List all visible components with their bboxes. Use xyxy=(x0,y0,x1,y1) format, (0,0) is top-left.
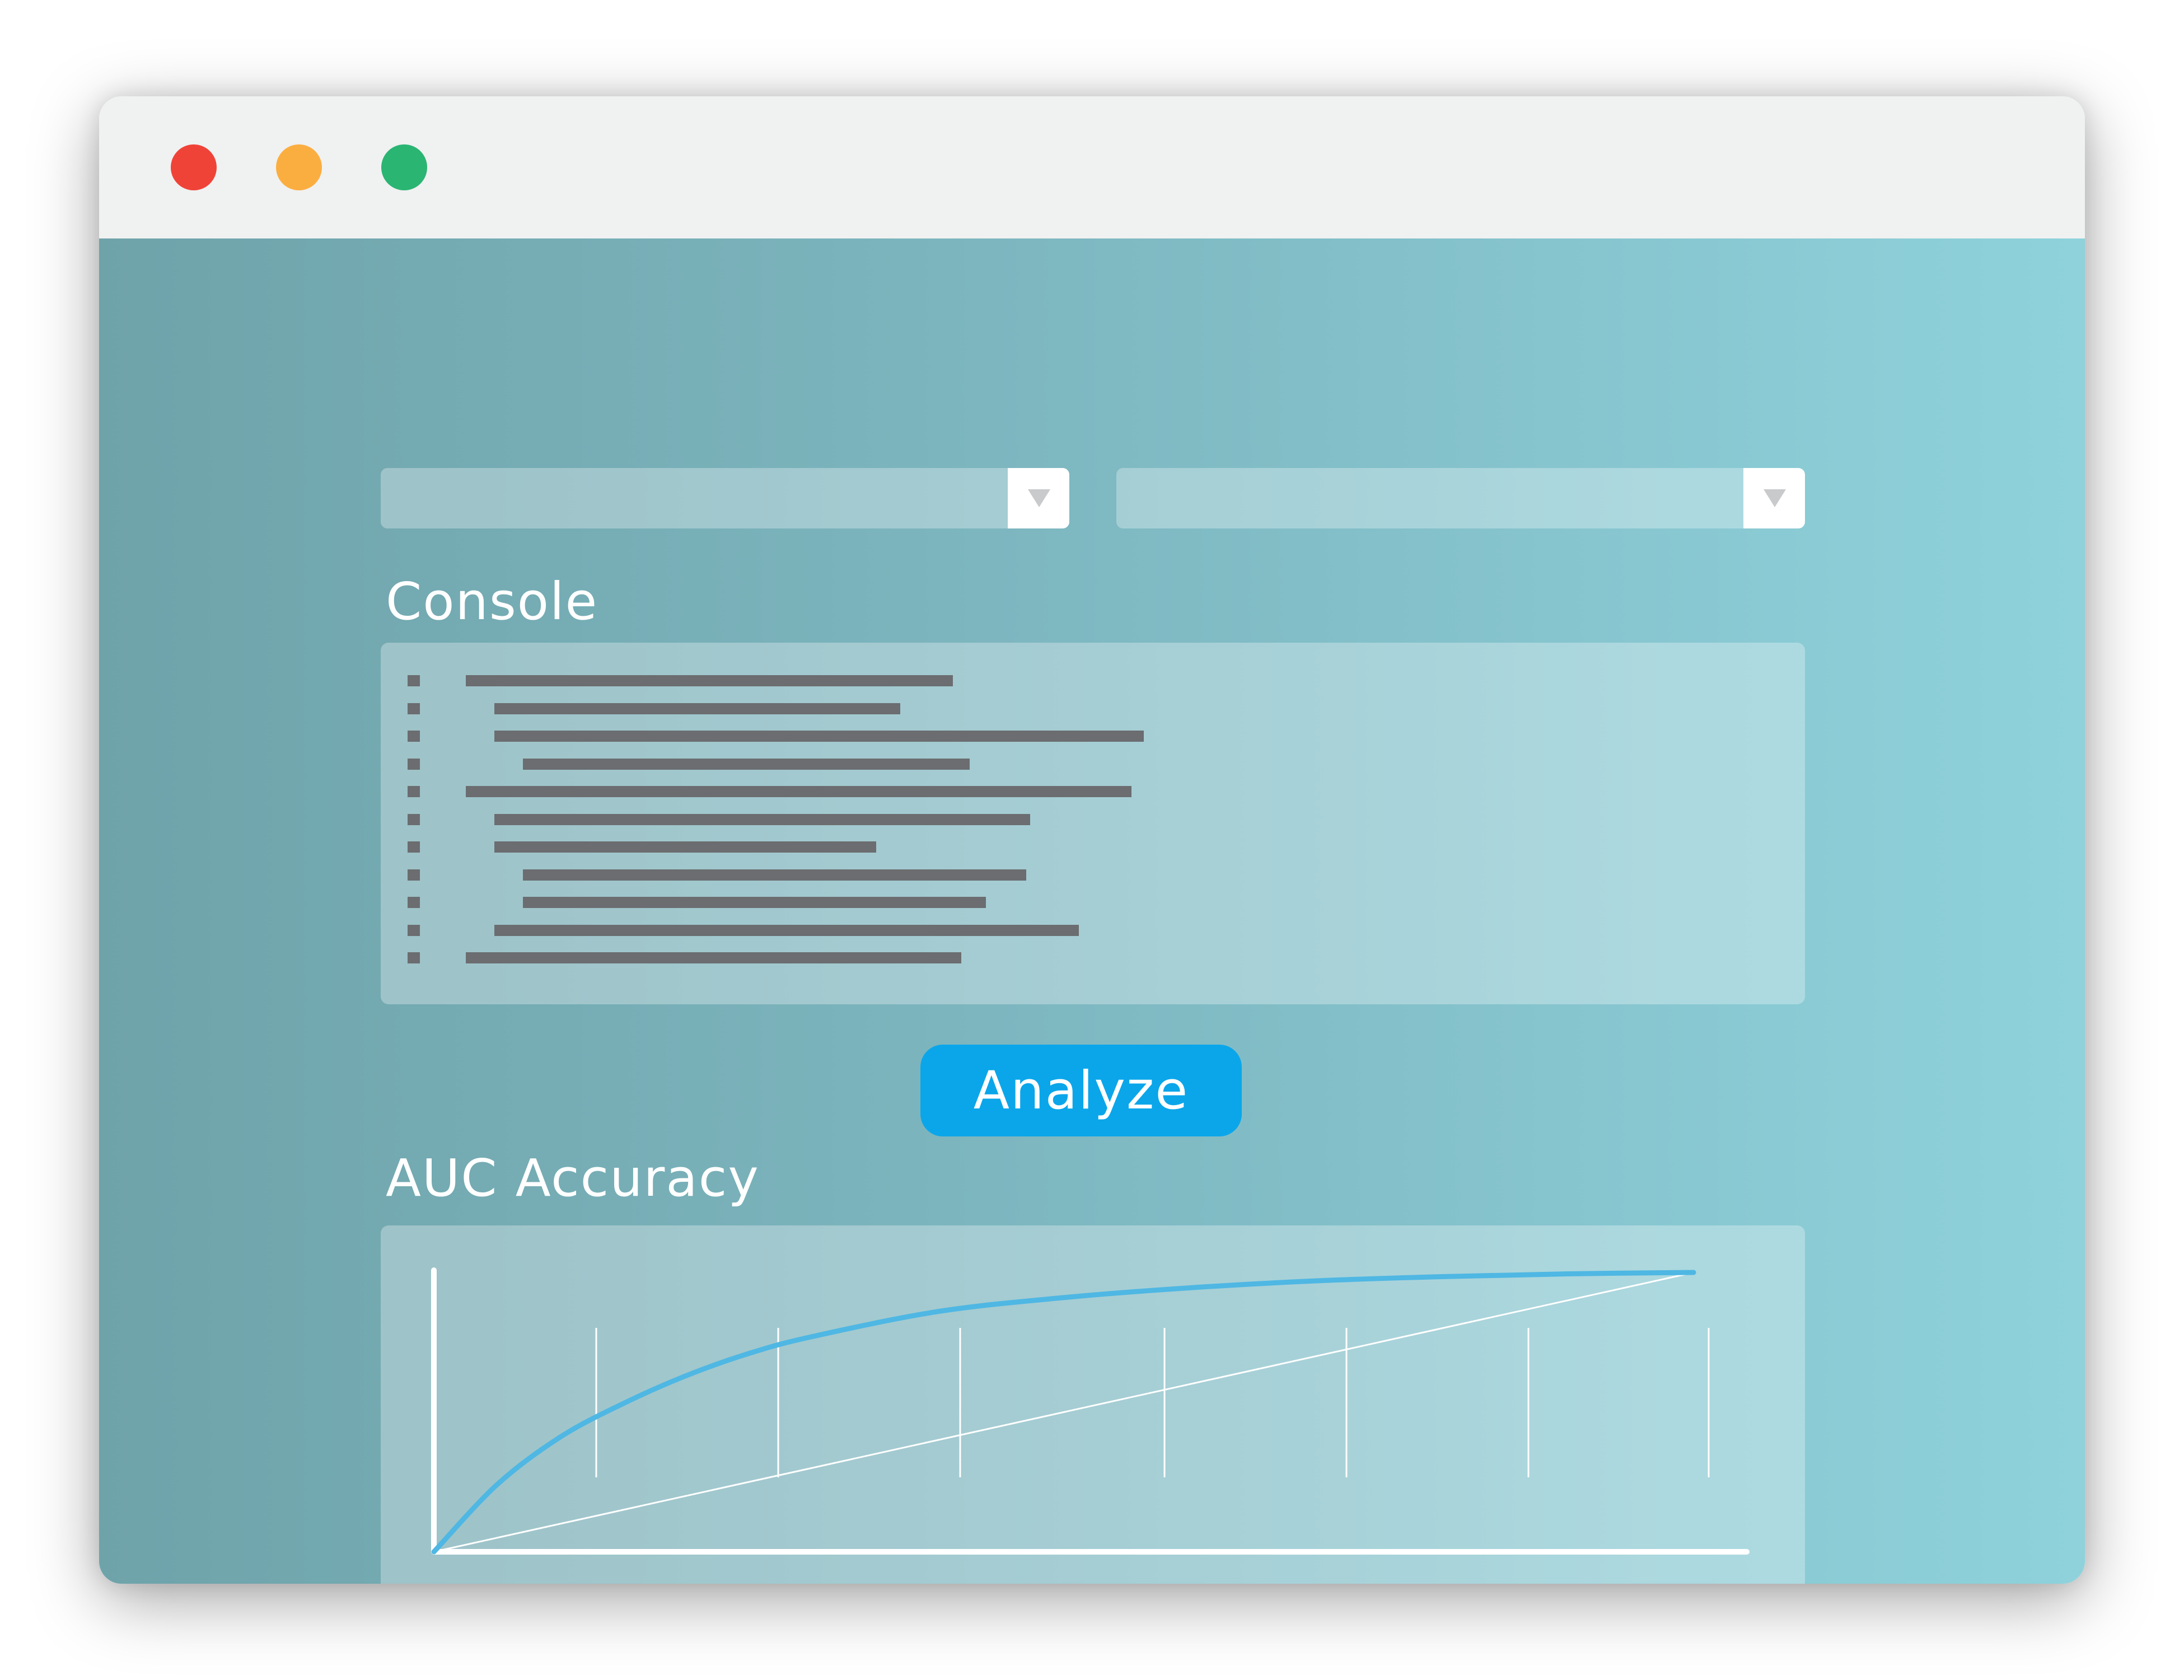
app-content: Console Analyze AUC Accuracy xyxy=(99,238,2085,1584)
console-line xyxy=(494,841,876,853)
dropdown-toggle-2[interactable] xyxy=(1743,468,1805,528)
console-line-marker xyxy=(408,841,420,853)
console-line-marker xyxy=(408,786,420,797)
console-line xyxy=(466,786,1131,797)
console-line xyxy=(466,675,953,686)
console-line-marker xyxy=(408,897,420,908)
console-line xyxy=(523,869,1026,881)
console-line xyxy=(494,924,1079,936)
title-bar xyxy=(99,96,2085,238)
close-window-button[interactable] xyxy=(171,144,217,190)
roc-curve-line xyxy=(431,1270,1696,1555)
chart-title: AUC Accuracy xyxy=(386,1148,760,1208)
console-line-marker xyxy=(408,758,420,770)
console-title: Console xyxy=(386,572,598,631)
console-line xyxy=(494,703,900,714)
chevron-down-icon xyxy=(1028,489,1050,507)
browser-window: Console Analyze AUC Accuracy xyxy=(99,96,2085,1584)
analyze-button[interactable]: Analyze xyxy=(920,1045,1242,1136)
console-line-marker xyxy=(408,869,420,881)
dropdown-toggle-1[interactable] xyxy=(1008,468,1069,528)
console-line xyxy=(523,758,970,770)
dropdown-select-1[interactable] xyxy=(381,468,1069,528)
console-line-marker xyxy=(408,952,420,963)
console-line-marker xyxy=(408,924,420,936)
console-line-marker xyxy=(408,675,420,686)
console-line-marker xyxy=(408,813,420,825)
dropdown-select-2[interactable] xyxy=(1116,468,1805,528)
auc-chart xyxy=(431,1267,1750,1555)
console-line-marker xyxy=(408,703,420,714)
console-line-marker xyxy=(408,731,420,742)
console-line xyxy=(523,897,986,908)
console-output xyxy=(381,643,1805,1004)
console-line xyxy=(494,731,1144,742)
minimize-window-button[interactable] xyxy=(276,144,322,190)
chart-panel xyxy=(381,1225,1805,1584)
console-line xyxy=(466,952,961,963)
maximize-window-button[interactable] xyxy=(381,144,427,190)
console-line xyxy=(494,813,1030,825)
chance-baseline-line xyxy=(433,1271,1694,1553)
chevron-down-icon xyxy=(1764,489,1786,507)
